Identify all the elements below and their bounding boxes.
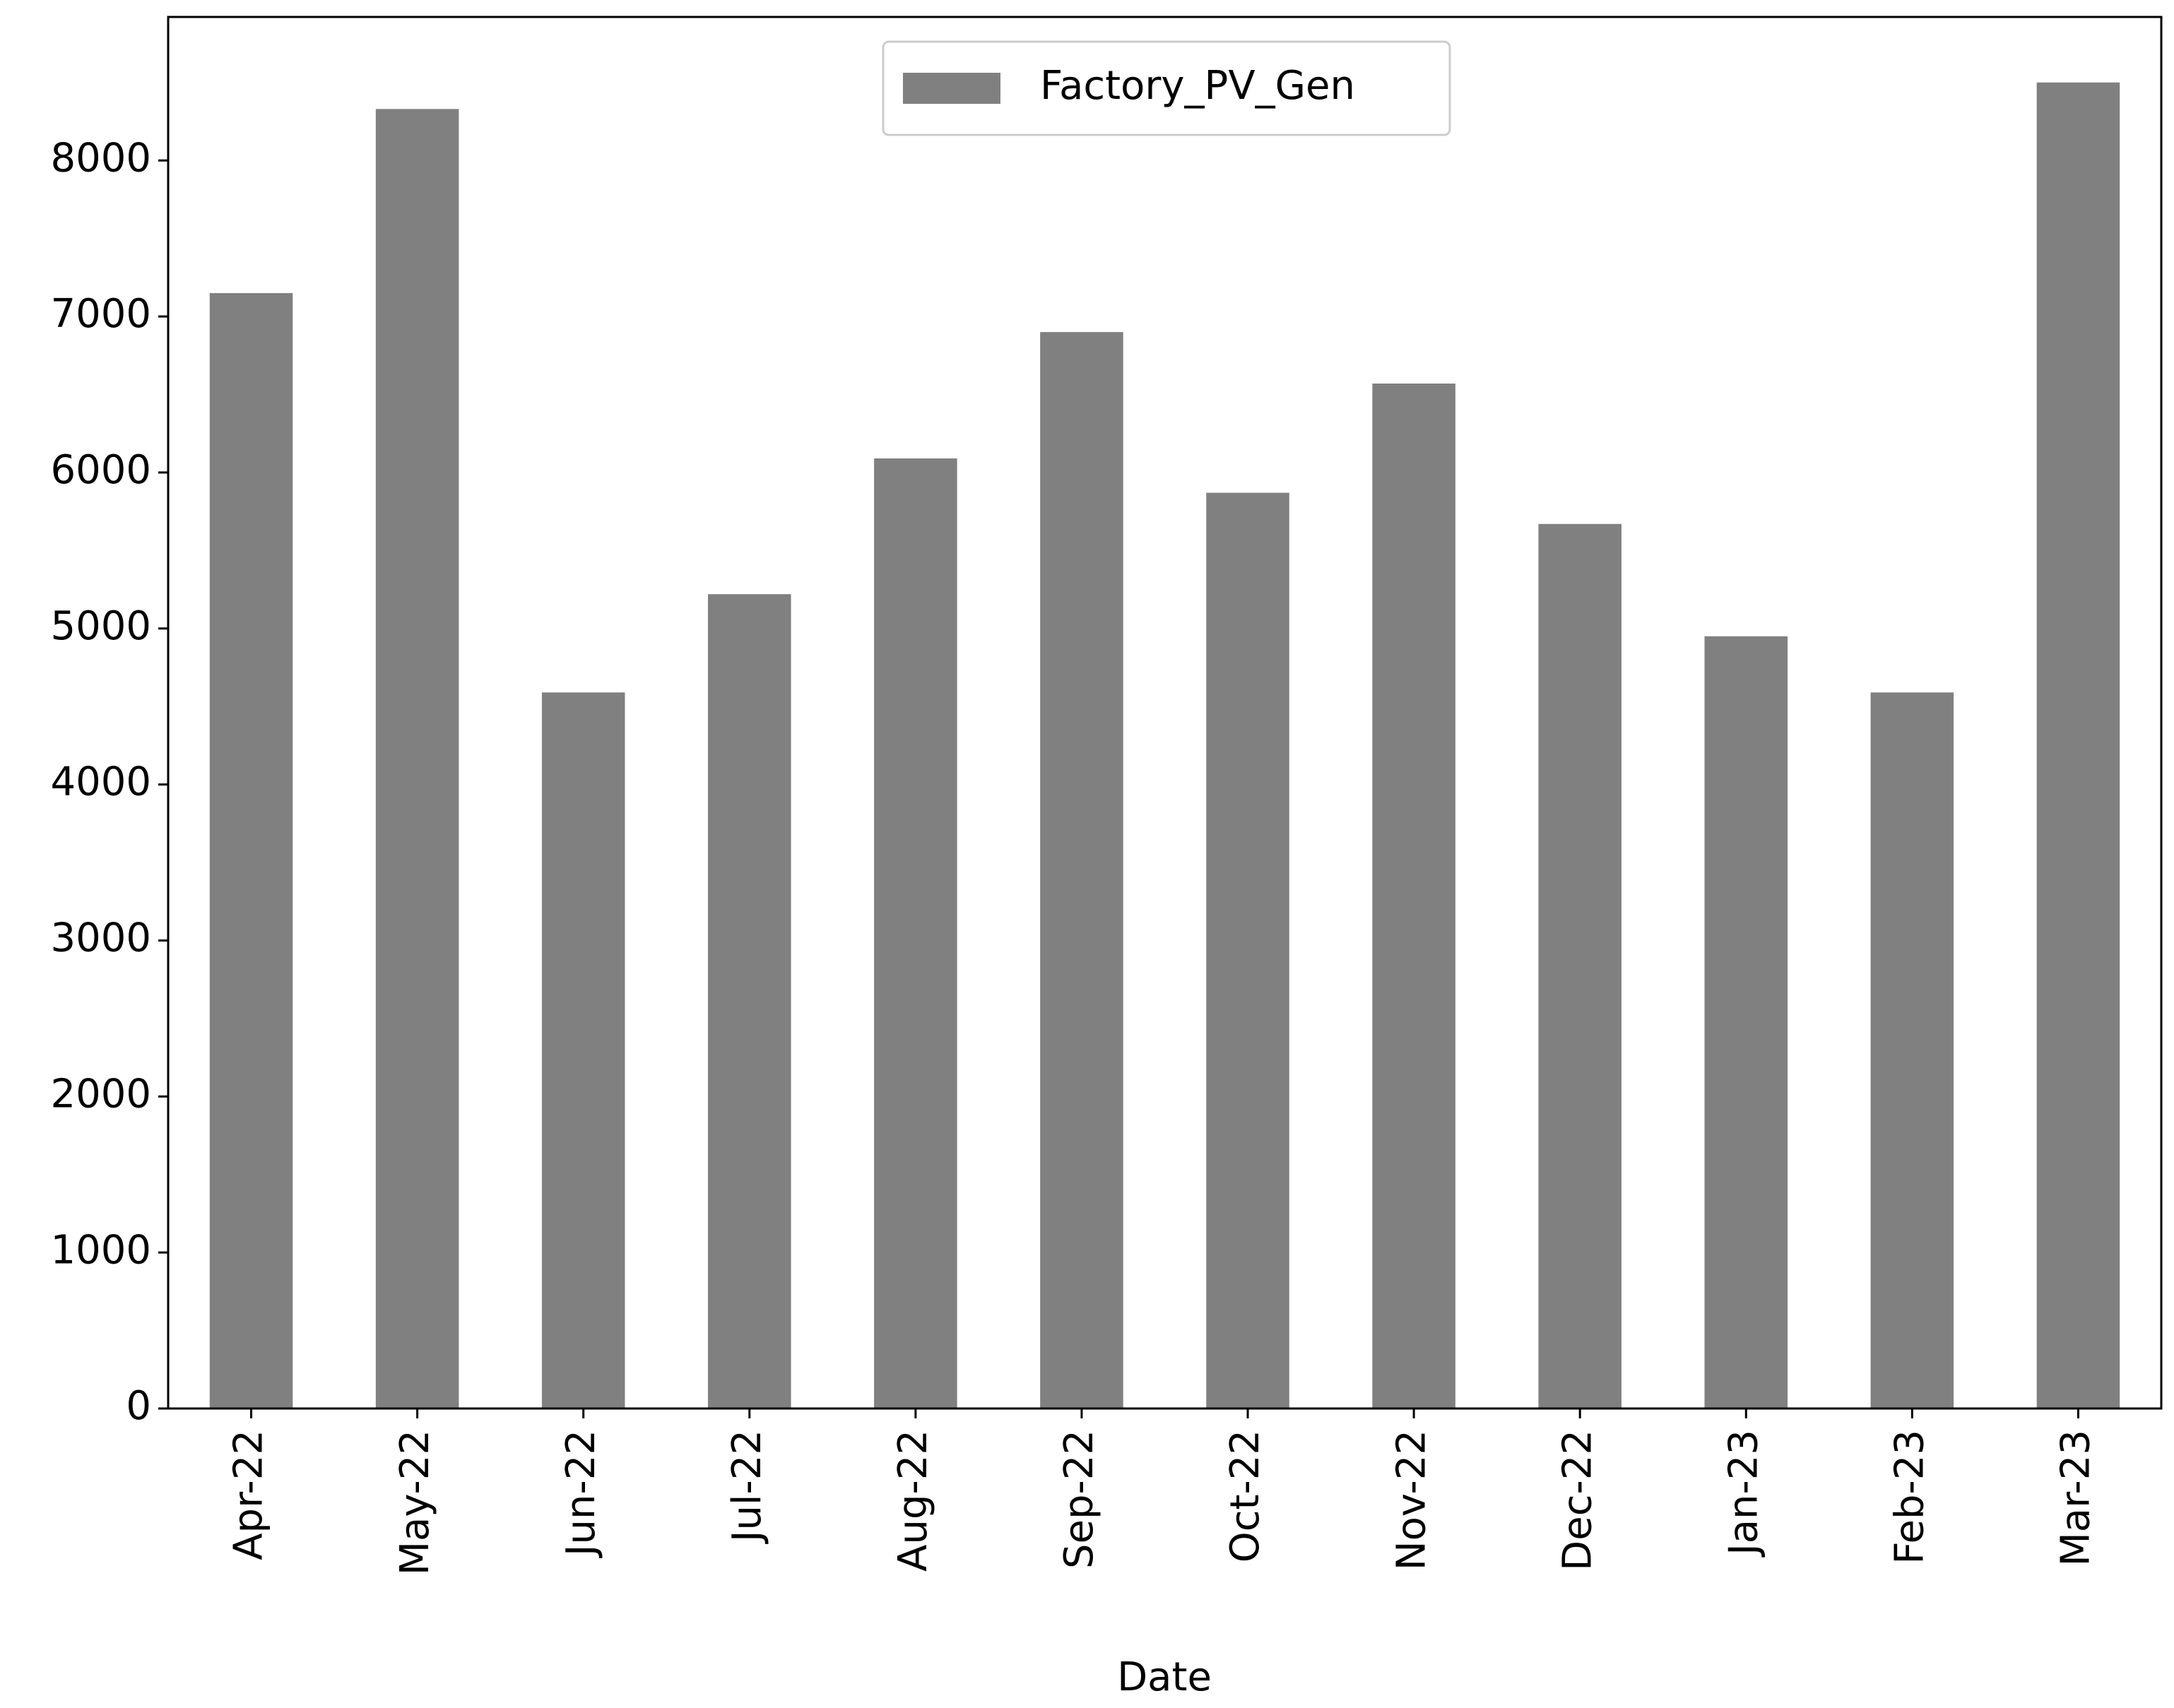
bar bbox=[874, 458, 957, 1408]
x-tick-label: Aug-22 bbox=[890, 1430, 936, 1572]
bar bbox=[375, 109, 459, 1408]
x-tick-label: Mar-23 bbox=[2053, 1430, 2099, 1567]
y-tick-label: 1000 bbox=[50, 1227, 151, 1273]
x-tick-label: Feb-23 bbox=[1887, 1430, 1933, 1565]
legend-swatch bbox=[903, 73, 1000, 104]
legend-box bbox=[882, 40, 1451, 136]
x-tick-label: Apr-22 bbox=[226, 1430, 272, 1560]
x-tick-label: May-22 bbox=[392, 1430, 438, 1575]
x-tick-label: Jan-23 bbox=[1720, 1430, 1766, 1558]
y-tick-label: 7000 bbox=[50, 291, 151, 337]
axes-frame bbox=[167, 16, 2163, 1410]
y-tick-label: 2000 bbox=[50, 1071, 151, 1117]
bar bbox=[1372, 384, 1455, 1409]
bar bbox=[1206, 492, 1289, 1408]
bar bbox=[1704, 636, 1788, 1409]
bar bbox=[1040, 332, 1123, 1408]
y-tick-label: 6000 bbox=[50, 447, 151, 493]
x-tick-label: Sep-22 bbox=[1056, 1430, 1102, 1569]
y-tick-label: 0 bbox=[126, 1383, 151, 1429]
x-axis-label: Date bbox=[1117, 1654, 1212, 1700]
bar bbox=[209, 292, 293, 1408]
y-tick-label: 8000 bbox=[50, 135, 151, 181]
x-tick-label: Dec-22 bbox=[1554, 1430, 1600, 1571]
bar bbox=[1870, 692, 1954, 1408]
y-tick-label: 5000 bbox=[50, 603, 151, 649]
x-tick-label: Nov-22 bbox=[1388, 1430, 1434, 1570]
y-tick-label: 4000 bbox=[50, 759, 151, 805]
bar bbox=[541, 692, 625, 1408]
x-tick-label: Jun-22 bbox=[558, 1430, 604, 1558]
bar bbox=[708, 594, 791, 1408]
x-tick-label: Jul-22 bbox=[724, 1430, 770, 1544]
x-tick-label: Oct-22 bbox=[1222, 1430, 1268, 1562]
bar bbox=[1538, 523, 1621, 1408]
legend-label: Factory_PV_Gen bbox=[1040, 63, 1355, 109]
y-tick-label: 3000 bbox=[50, 915, 151, 961]
bar bbox=[2036, 82, 2120, 1409]
